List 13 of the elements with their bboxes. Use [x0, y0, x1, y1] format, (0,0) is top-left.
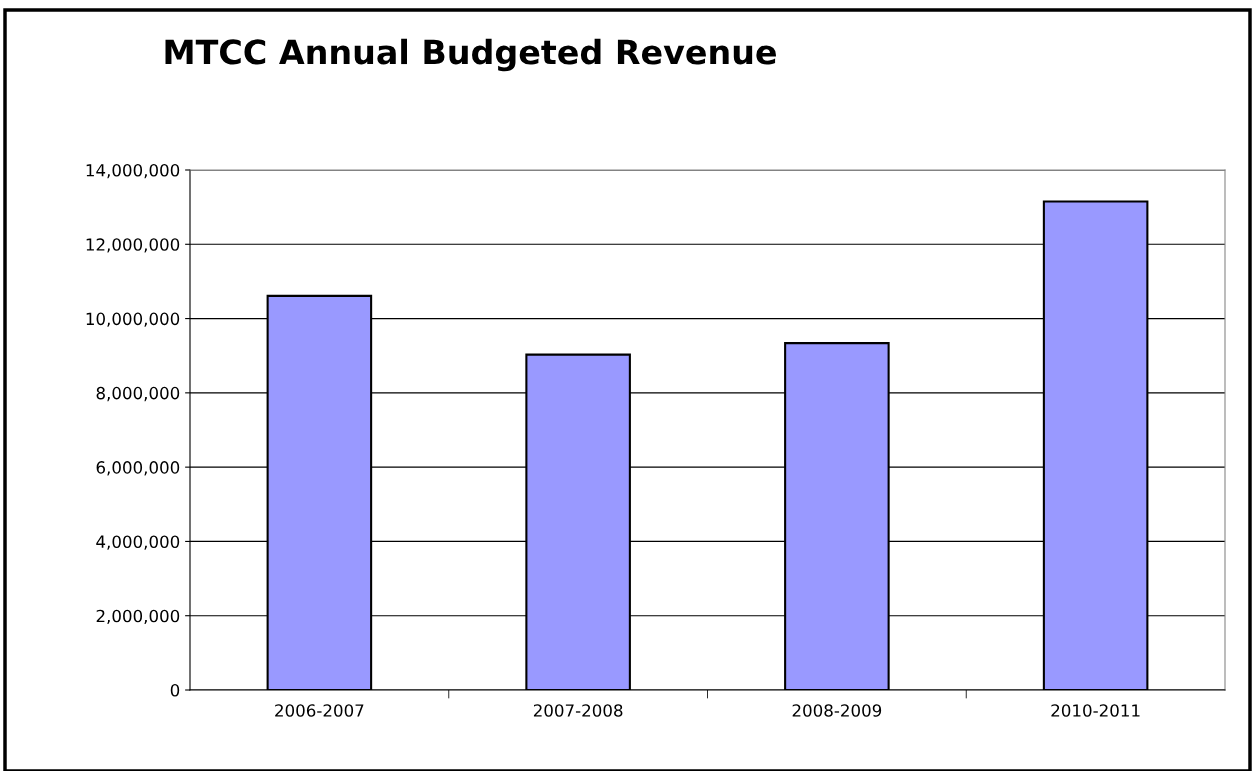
x-tick-label: 2007-2008 [533, 704, 623, 717]
chart-title: MTCC Annual Budgeted Revenue [165, 38, 776, 72]
y-tick-label: 0 [170, 683, 180, 697]
y-tick-label: 2,000,000 [96, 609, 180, 624]
y-tick-label: 14,000,000 [86, 163, 180, 179]
x-tick-label: 2008-2009 [792, 704, 882, 717]
y-tick-label: 10,000,000 [86, 312, 180, 327]
x-tick-label: 2006-2007 [275, 704, 364, 717]
x-tick-label: 2010-2011 [1051, 704, 1140, 717]
y-tick-label: 12,000,000 [86, 238, 180, 253]
y-tick-label: 6,000,000 [96, 461, 180, 476]
y-tick-label: 4,000,000 [96, 535, 180, 550]
y-tick-label: 8,000,000 [96, 386, 180, 402]
